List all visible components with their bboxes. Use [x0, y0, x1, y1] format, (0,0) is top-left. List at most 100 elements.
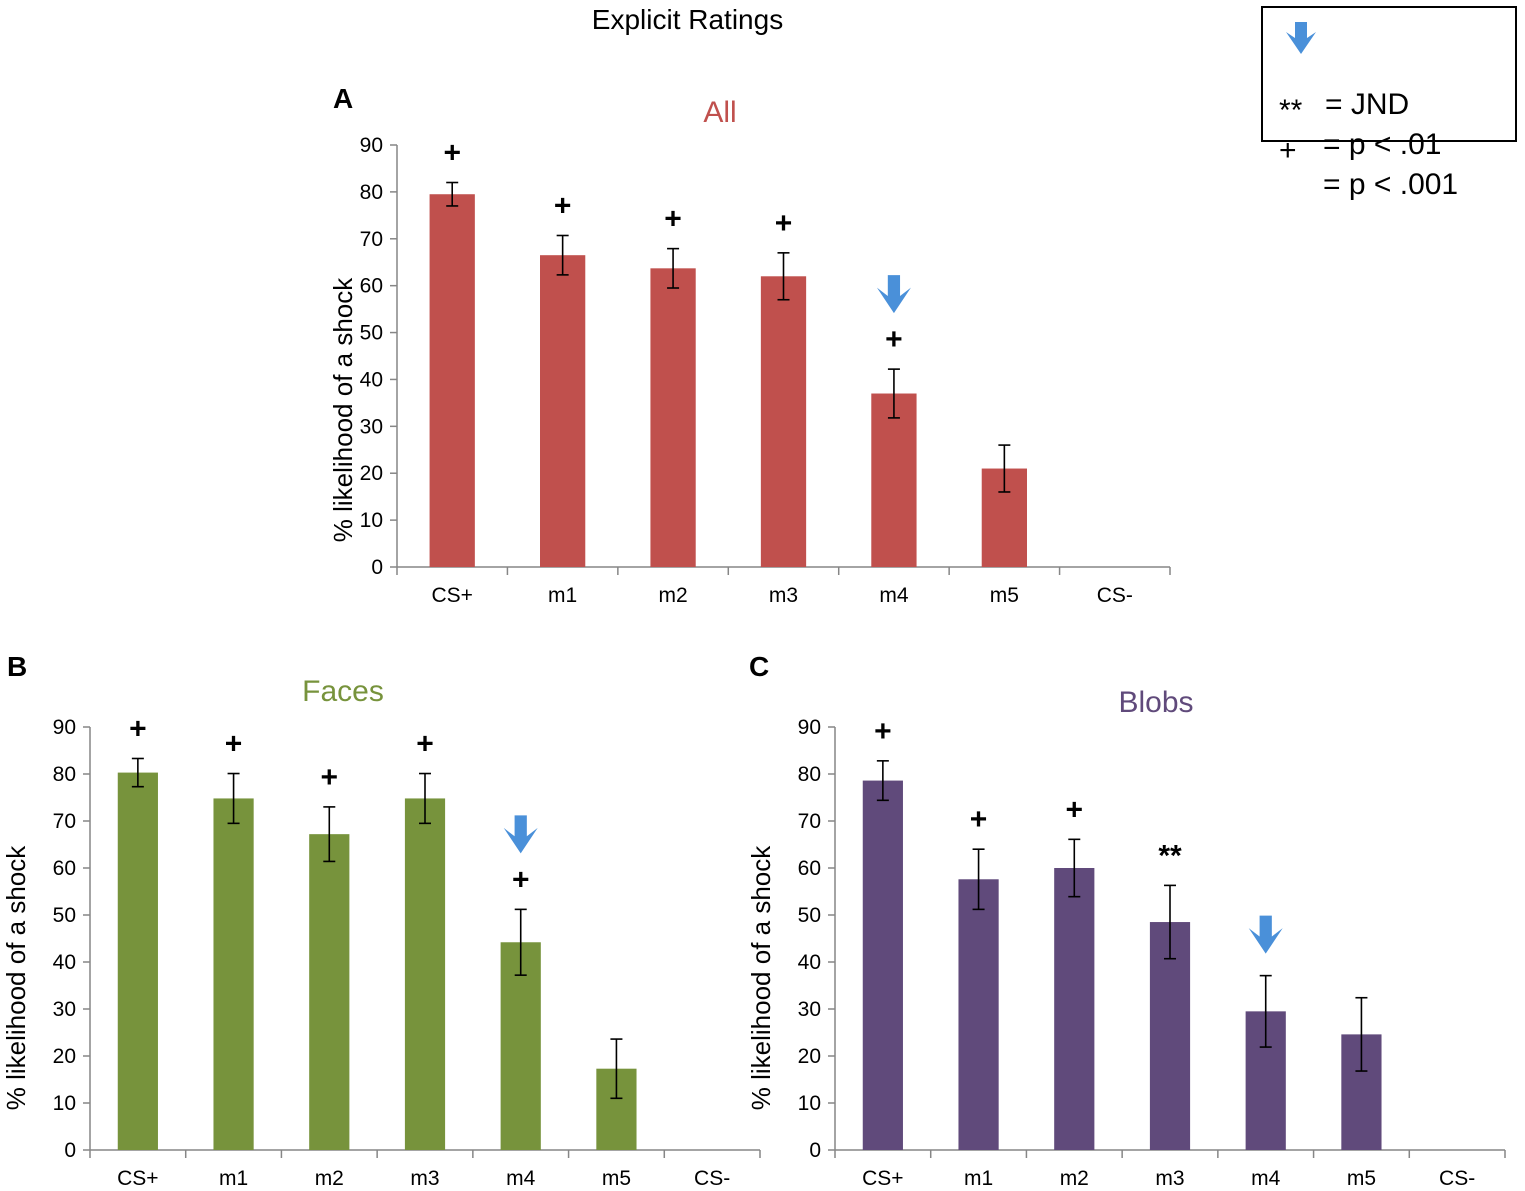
panel-c-significance-marker: + — [970, 803, 988, 836]
legend-row-p01: ** = p < .01 — [1279, 60, 1441, 196]
panel-a-title: All — [703, 96, 736, 129]
panel-c-y-tick-label: 90 — [798, 716, 821, 739]
panel-b-title: Faces — [302, 675, 384, 708]
panel-c-significance-marker: + — [1066, 793, 1084, 826]
panel-b-letter: B — [7, 651, 27, 682]
panel-a-bar — [760, 276, 807, 567]
panel-b-significance-marker: + — [225, 728, 243, 761]
panel-a-significance-marker: + — [554, 189, 572, 222]
panel-c-y-tick-label: 0 — [809, 1139, 821, 1162]
legend-symbol-p001: + — [1279, 134, 1297, 167]
panel-a-category-label: m1 — [548, 584, 577, 607]
panel-b-bar — [500, 942, 541, 1150]
panel-a-significance-marker: + — [443, 137, 461, 170]
legend-row-jnd: = JND — [1279, 20, 1409, 156]
panel-c-letter: C — [749, 651, 769, 682]
panel-b-y-tick-label: 10 — [53, 1092, 76, 1115]
panel-c-y-tick-label: 70 — [798, 810, 821, 833]
panel-a-category-label: CS+ — [431, 584, 472, 607]
panel-b-y-tick-label: 80 — [53, 763, 76, 786]
blue-down-arrow-icon — [1248, 915, 1283, 954]
legend-row-p001: + = p < .001 — [1279, 100, 1458, 236]
panel-c-category-label: m4 — [1251, 1167, 1280, 1190]
panel-b-category-label: CS- — [694, 1167, 730, 1190]
panel-c-y-tick-label: 60 — [798, 857, 821, 880]
legend-text-p001: = p < .001 — [1323, 168, 1459, 201]
panel-a-y-tick-label: 0 — [371, 556, 383, 579]
panel-a-letter: A — [333, 83, 353, 114]
panel-a-significance-marker: + — [775, 207, 793, 240]
figure-title: Explicit Ratings — [591, 4, 784, 35]
panel-a-y-tick-label: 50 — [360, 322, 383, 345]
panel-c-y-tick-label: 50 — [798, 904, 821, 927]
blue-down-arrow-icon — [876, 275, 911, 314]
panel-b-y-tick-label: 70 — [53, 810, 76, 833]
panel-a-category-label: m2 — [658, 584, 687, 607]
panel-b-y-tick-label: 90 — [53, 716, 76, 739]
panel-a-y-tick-label: 90 — [360, 134, 383, 157]
panel-a-y-tick-label: 80 — [360, 181, 383, 204]
panel-b-category-label: m5 — [602, 1167, 631, 1190]
panel-a-y-tick-label: 60 — [360, 275, 383, 298]
panel-c-y-tick-label: 20 — [798, 1045, 821, 1068]
panel-c-y-tick-label: 10 — [798, 1092, 821, 1115]
panel-b-significance-marker: + — [416, 728, 434, 761]
panel-c-title: Blobs — [1118, 686, 1193, 719]
panel-c-category-label: m2 — [1060, 1167, 1089, 1190]
panel-a-bar — [650, 268, 696, 567]
panel-a-y-tick-label: 40 — [360, 368, 383, 391]
panel-c-y-tick-label: 80 — [798, 763, 821, 786]
panel-c-y-tick-label: 30 — [798, 998, 821, 1021]
panel-c-category-label: m5 — [1347, 1167, 1376, 1190]
panel-b-bar — [117, 772, 158, 1150]
panel-b-y-axis-label: % likelihood of a shock — [1, 845, 31, 1110]
panel-b-y-tick-label: 40 — [53, 951, 76, 974]
panel-c-bar — [1054, 868, 1095, 1150]
panel-a-significance-marker: + — [885, 323, 903, 356]
panel-a-significance-marker: + — [664, 203, 682, 236]
panel-a-category-label: m3 — [769, 584, 798, 607]
panel-b-category-label: m4 — [506, 1167, 535, 1190]
panel-b-y-tick-label: 60 — [53, 857, 76, 880]
panel-a-category-label: m4 — [879, 584, 908, 607]
panel-c-y-axis-label: % likelihood of a shock — [746, 845, 776, 1110]
panel-a-y-tick-label: 10 — [360, 509, 383, 532]
panel-c-category-label: CS+ — [862, 1167, 903, 1190]
panel-b-bar — [404, 798, 446, 1150]
panel-b-y-tick-label: 30 — [53, 998, 76, 1021]
panel-a-bar — [871, 393, 917, 567]
panel-b-category-label: m2 — [315, 1167, 344, 1190]
panel-c-category-label: m3 — [1155, 1167, 1184, 1190]
panel-c-bar — [958, 879, 999, 1150]
significance-legend: = JND ** = p < .01 + = p < .001 — [1261, 6, 1517, 201]
panel-b-y-tick-label: 0 — [64, 1139, 76, 1162]
panel-a-y-tick-label: 30 — [360, 415, 383, 438]
panel-a-category-label: m5 — [990, 584, 1019, 607]
panel-b-y-tick-label: 50 — [53, 904, 76, 927]
panel-a-bar — [429, 194, 475, 567]
panel-a-y-axis-label: % likelihood of a shock — [328, 277, 358, 542]
panel-a-y-tick-label: 20 — [360, 462, 383, 485]
panel-c-category-label: m1 — [964, 1167, 993, 1190]
panel-b-significance-marker: + — [129, 712, 147, 745]
panel-c-y-tick-label: 40 — [798, 951, 821, 974]
blue-down-arrow-icon — [1286, 22, 1316, 54]
legend-text-jnd: = JND — [1325, 88, 1410, 121]
panel-c-significance-marker: ** — [1158, 839, 1182, 872]
panel-b-significance-marker: + — [512, 863, 530, 896]
panel-b-category-label: CS+ — [117, 1167, 158, 1190]
panel-c-bar — [862, 780, 903, 1150]
panel-b-bar — [309, 834, 350, 1150]
panel-a-category-label: CS- — [1097, 584, 1133, 607]
blue-down-arrow-icon — [503, 815, 538, 854]
panel-c-bar — [1149, 922, 1191, 1150]
panel-a-y-tick-label: 70 — [360, 228, 383, 251]
panel-c-significance-marker: + — [874, 715, 892, 748]
panel-a-bar — [540, 255, 586, 567]
panel-b-significance-marker: + — [321, 761, 339, 794]
panel-b-y-tick-label: 20 — [53, 1045, 76, 1068]
legend-text-p01: = p < .01 — [1323, 128, 1442, 161]
panel-b-bar — [213, 798, 254, 1150]
panel-b-category-label: m1 — [219, 1167, 248, 1190]
